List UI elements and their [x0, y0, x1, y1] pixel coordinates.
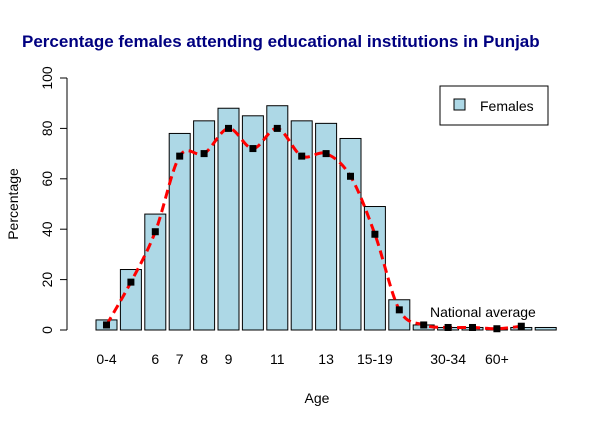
national-average-line [103, 124, 525, 333]
national-average-point [395, 306, 403, 314]
bar-12 [290, 120, 313, 331]
x-tick-label: 60+ [485, 351, 509, 367]
national-average-point [469, 323, 476, 331]
bar-6 [144, 213, 167, 331]
national-average-point [322, 150, 330, 158]
x-tick-label: 30-34 [430, 351, 466, 367]
national-average-point [493, 325, 501, 333]
legend: Females [439, 85, 549, 126]
y-tick-label: 100 [39, 66, 55, 90]
bar-13 [315, 122, 338, 331]
x-tick-label: 9 [225, 351, 233, 367]
y-tick-label: 80 [39, 120, 55, 136]
y-tick-label: 60 [39, 171, 55, 187]
bar-11 [266, 105, 289, 331]
national-average-point [103, 321, 110, 329]
national-average-point [249, 145, 257, 153]
x-axis-label: Age [305, 390, 330, 406]
national-average-point [200, 150, 208, 158]
x-tick-label: 7 [176, 351, 184, 367]
bar-10 [241, 115, 264, 331]
national-average-point [176, 152, 184, 160]
national-average-annotation: National average [430, 304, 536, 320]
national-average-point [298, 152, 306, 160]
y-tick-label: 40 [39, 221, 55, 237]
x-tick-label: 11 [270, 351, 285, 367]
national-average-point [273, 124, 281, 132]
bar-20-24 [388, 299, 411, 331]
national-average-point [371, 230, 379, 238]
x-tick-label: 0-4 [96, 351, 116, 367]
y-axis: 0 20 40 60 80 100 [39, 66, 68, 334]
y-tick-label: 0 [39, 326, 55, 334]
national-average-point [127, 278, 135, 286]
national-average-point [151, 228, 159, 236]
bar-5 [119, 269, 142, 331]
bar-9 [217, 107, 240, 331]
bar-8 [193, 120, 216, 331]
national-average-point [444, 323, 452, 331]
bar-15-19 [363, 206, 386, 331]
y-tick-label: 20 [39, 272, 55, 288]
legend-swatch-females [453, 98, 466, 111]
y-axis-label: Percentage [5, 168, 21, 240]
national-average-point [225, 124, 232, 132]
chart-title: Percentage females attending educational… [22, 32, 540, 51]
x-tick-label: 6 [151, 351, 159, 367]
x-tick-label: 15-19 [357, 351, 393, 367]
national-average-point [517, 322, 525, 330]
bar-7 [168, 132, 191, 331]
legend-label-females: Females [480, 98, 534, 114]
national-average-point [347, 172, 354, 180]
bar-Age-not-stated [534, 326, 557, 331]
bars [95, 105, 557, 331]
x-tick-labels: 0-4 6 7 8 9 11 13 15-19 30-34 60+ [96, 351, 508, 367]
x-tick-label: 8 [200, 351, 208, 367]
x-tick-label: 13 [318, 351, 334, 367]
national-average-point [420, 321, 428, 329]
